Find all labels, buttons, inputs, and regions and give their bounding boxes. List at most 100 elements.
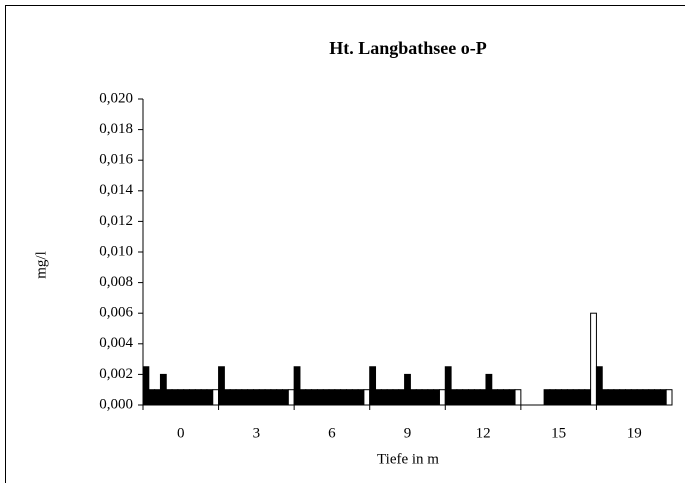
bar	[427, 389, 435, 406]
bar	[322, 389, 330, 406]
bar	[311, 389, 318, 406]
y-tick-label: 0,002	[99, 366, 133, 382]
bar	[485, 373, 493, 406]
bar	[386, 389, 394, 406]
bar	[502, 389, 510, 406]
bar	[665, 389, 673, 406]
bar	[421, 389, 429, 406]
x-tick-label: 3	[253, 425, 261, 441]
bar	[555, 389, 563, 406]
bar	[200, 389, 208, 406]
bar	[183, 389, 191, 406]
bar	[654, 389, 661, 406]
bar	[165, 389, 173, 406]
bar	[433, 389, 440, 406]
y-tick-label: 0,014	[99, 182, 133, 198]
bar	[572, 389, 580, 406]
y-tick-label: 0,000	[99, 396, 133, 412]
bar	[334, 389, 342, 406]
bar	[497, 389, 504, 406]
bar	[456, 389, 464, 406]
bar	[340, 389, 347, 406]
y-tick-label: 0,020	[99, 90, 133, 106]
bar	[659, 389, 667, 406]
bar	[508, 389, 516, 406]
bar	[543, 389, 551, 406]
bar	[561, 389, 568, 406]
bar	[229, 389, 237, 406]
bar	[363, 389, 371, 406]
bar	[223, 389, 231, 406]
bar	[438, 389, 446, 406]
x-axis-label: Tiefe in m	[377, 451, 439, 467]
bar	[636, 389, 644, 406]
y-tick-label: 0,006	[99, 305, 133, 321]
bar	[444, 366, 452, 406]
bar	[264, 389, 272, 406]
bar	[299, 389, 307, 406]
bar	[584, 389, 592, 406]
bar	[369, 366, 377, 406]
bar	[270, 389, 278, 406]
x-tick-label: 6	[328, 425, 336, 441]
y-axis-label: mg/l	[33, 251, 49, 279]
bar	[177, 389, 185, 406]
bar	[282, 389, 289, 406]
bar	[462, 389, 470, 406]
y-tick-label: 0,018	[99, 121, 133, 137]
bar	[514, 389, 522, 406]
bar	[630, 389, 638, 406]
bar	[154, 389, 161, 406]
bar	[601, 389, 609, 406]
bar	[590, 312, 597, 406]
bar	[252, 389, 260, 406]
bar	[247, 389, 254, 406]
bar	[607, 389, 615, 406]
bar	[305, 389, 313, 406]
bar	[345, 389, 353, 406]
bar	[619, 389, 626, 406]
bar	[258, 389, 266, 406]
bar	[648, 389, 656, 406]
bar	[404, 373, 411, 406]
bar	[142, 366, 150, 406]
bar	[415, 389, 423, 406]
bar	[159, 373, 167, 406]
chart-title: Ht. Langbathsee o-P	[329, 38, 487, 58]
bar	[189, 389, 196, 406]
bar	[549, 389, 557, 406]
bar	[206, 389, 214, 406]
bar	[491, 389, 499, 406]
bar	[450, 389, 458, 406]
x-tick-label: 15	[551, 425, 566, 441]
bar	[398, 389, 406, 406]
bar	[375, 389, 382, 406]
y-tick-label: 0,012	[99, 213, 133, 229]
x-tick-label: 19	[627, 425, 642, 441]
bar	[473, 389, 481, 406]
x-tick-label: 0	[177, 425, 185, 441]
bar	[642, 389, 650, 406]
bar	[276, 389, 284, 406]
bar	[212, 389, 220, 406]
bar	[316, 389, 324, 406]
bar	[241, 389, 249, 406]
bar	[293, 366, 301, 406]
bar	[468, 389, 475, 406]
y-tick-label: 0,008	[99, 274, 133, 290]
bar	[218, 366, 225, 406]
bar	[194, 389, 202, 406]
y-tick-label: 0,004	[99, 335, 133, 351]
bar	[148, 389, 156, 406]
bar	[613, 389, 621, 406]
bar	[357, 389, 365, 406]
bar	[351, 389, 359, 406]
bar	[328, 389, 336, 406]
bar	[479, 389, 487, 406]
bar	[409, 389, 417, 406]
bar	[392, 389, 400, 406]
bar	[235, 389, 243, 406]
bar	[287, 389, 295, 406]
bar	[171, 389, 179, 406]
